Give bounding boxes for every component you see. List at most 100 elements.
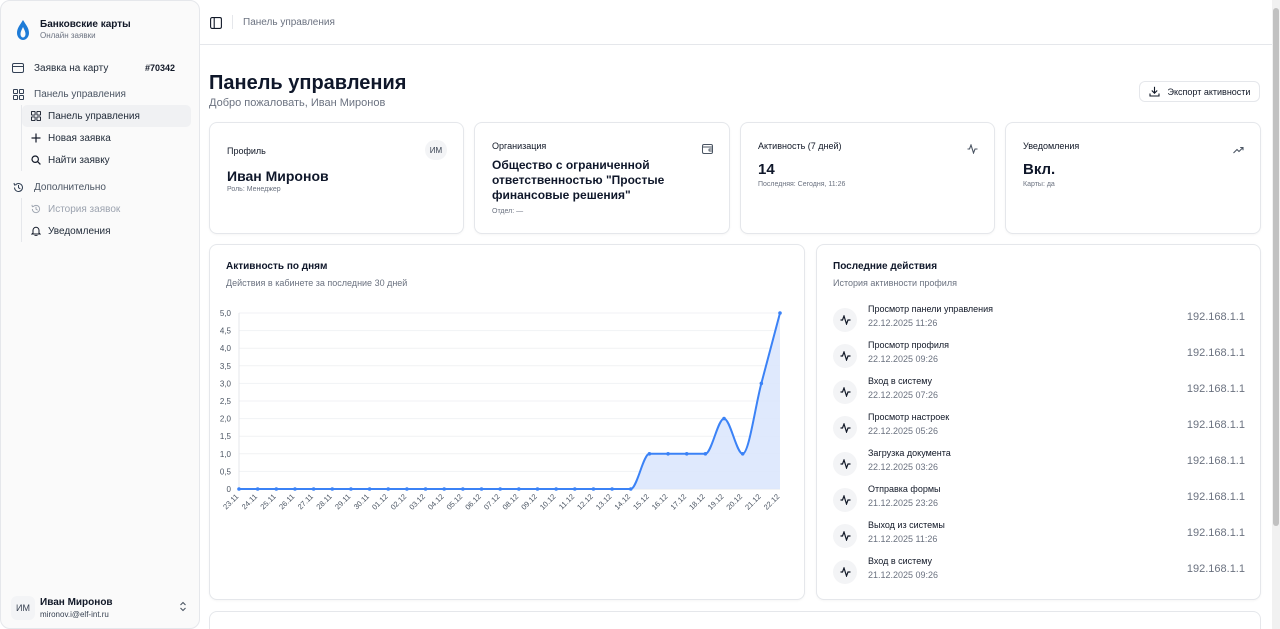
list-item[interactable]: Отправка формы 21.12.2025 23:26 192.168.1.… [833,481,1245,517]
action-time: 22.12.2025 11:26 [868,318,938,328]
recent-actions-panel: Последние действия История активности пр… [816,244,1261,600]
scrollbar-thumb[interactable] [1273,8,1279,526]
panel-subtitle: История активности профиля [833,278,957,288]
list-item[interactable]: Просмотр панели управления 22.12.2025 11:… [833,301,1245,337]
x-tick-label: 15.12 [631,492,651,512]
x-tick-label: 07.12 [482,492,502,512]
x-tick-label: 20.12 [724,492,744,512]
list-item[interactable]: Просмотр настроек 22.12.2025 05:26 192.168… [833,409,1245,445]
page-subtitle: Добро пожаловать, Иван Миронов [209,97,386,109]
activity-icon [833,488,857,512]
list-item[interactable]: Выход из системы 21.12.2025 11:26 192.168.… [833,517,1245,553]
export-label: Экспорт активности [1167,86,1251,97]
scrollbar[interactable] [1272,0,1280,629]
action-name: Отправка формы [868,484,941,494]
data-point [367,487,372,491]
activity-value: 14 [758,161,775,178]
x-tick-label: 04.12 [426,492,446,512]
profile-role: Роль: Менеджер [227,186,281,193]
data-point [479,487,484,491]
list-item[interactable]: Вход в систему 22.12.2025 07:26 192.168.1.… [833,373,1245,409]
sidebar-toggle-icon[interactable] [210,16,222,29]
flame-logo-icon [17,20,29,40]
organization-name: Общество с ограниченной ответственностью… [492,158,664,203]
data-point [759,381,764,386]
history-icon [12,181,24,193]
data-point [330,487,335,491]
notifications-value: Вкл. [1023,161,1056,178]
history-icon [30,203,42,215]
data-point [554,487,558,491]
y-tick-label: 2,5 [220,397,232,406]
x-tick-label: 06.12 [463,492,483,512]
action-name: Просмотр настроек [868,412,950,422]
sidebar-item-find-request[interactable]: Найти заявку [22,149,191,171]
organization-name-line: Общество с ограниченной [492,158,650,172]
sidebar-item-card-request[interactable]: Заявка на карту #70342 [1,57,199,79]
sidebar-item-dashboard[interactable]: Панель управления [22,105,191,127]
wallet-icon [702,141,713,159]
user-menu[interactable]: ИМ Иван Миронов mironov.i@elf-int.ru [11,594,187,622]
panel-subtitle: Действия в кабинете за последние 30 дней [226,278,408,288]
activity-area-chart[interactable]: 0 0,5 1,0 1,5 2,0 2,5 3,0 3,5 4,0 4,5 5,0 23.11 24.1… [210,297,804,597]
chevrons-up-down-icon [179,601,187,615]
activity-icon [833,560,857,584]
x-tick-label: 09.12 [519,492,539,512]
search-icon [30,154,42,166]
activity-icon [833,344,857,368]
action-name: Вход в систему [868,376,932,386]
list-item[interactable]: Загрузка документа 22.12.2025 03:26 192.16… [833,445,1245,481]
sidebar-group-label: Панель управления [34,88,126,100]
x-tick-label: 02.12 [389,492,409,512]
activity-icon [833,308,857,332]
brand[interactable]: Банковские карты Онлайн заявки [1,1,199,45]
user-name: Иван Миронов [40,596,113,608]
bottom-card [209,611,1261,629]
data-point [722,416,726,421]
panel-title: Последние действия [833,261,938,272]
breadcrumb[interactable]: Панель управления [243,16,335,28]
x-tick-label: 13.12 [594,492,614,512]
card-label: Активность (7 дней) [758,141,842,151]
action-time: 21.12.2025 23:26 [868,498,939,508]
x-tick-label: 12.12 [575,492,595,512]
notifications-cards: Карты: да [1023,181,1055,188]
sidebar-item-label: История заявок [48,203,121,215]
x-tick-label: 05.12 [445,492,465,512]
action-time: 22.12.2025 03:26 [868,462,939,472]
profile-name: Иван Миронов [227,168,329,184]
sidebar-item-new-request[interactable]: Новая заявка [22,127,191,149]
action-name: Просмотр профиля [868,340,950,350]
sidebar-group-dashboard[interactable]: Панель управления [1,83,199,105]
sidebar-item-history[interactable]: История заявок [22,198,191,220]
bell-icon [30,225,42,237]
data-point [498,487,502,491]
grid-icon [30,110,42,122]
sidebar-item-label: Найти заявку [48,154,110,166]
activity-icon [833,452,857,476]
y-tick-label: 5,0 [220,309,232,318]
x-tick-label: 28.11 [314,492,333,511]
data-point [647,452,652,456]
activity-icon [833,416,857,440]
notifications-card: Уведомления Вкл. Карты: да [1005,122,1261,234]
activity-card: Активность (7 дней) 14 Последняя: Сегодн… [740,122,995,234]
list-item[interactable]: Вход в систему 21.12.2025 09:26 192.168.1.… [833,553,1245,589]
sidebar-group-extra[interactable]: Дополнительно [1,176,199,198]
sidebar-item-notifications[interactable]: Уведомления [22,220,191,242]
action-ip: 192.168.1.1 [1186,419,1245,431]
export-activity-button[interactable]: Экспорт активности [1139,81,1260,102]
y-tick-label: 4,5 [220,327,232,336]
x-tick-label: 30.11 [352,492,371,511]
divider [232,15,233,29]
activity-icon [833,380,857,404]
x-tick-label: 16.12 [650,492,670,512]
action-time: 21.12.2025 11:26 [868,534,938,544]
x-tick-label: 08.12 [501,492,521,512]
sidebar-item-label: Панель управления [48,110,140,122]
data-point [535,487,540,491]
action-ip: 192.168.1.1 [1186,383,1245,395]
sidebar-submenu-dashboard: Панель управления Новая заявка Найти зая… [21,105,199,171]
x-tick-label: 10.12 [538,492,558,512]
list-item[interactable]: Просмотр профиля 22.12.2025 09:26 192.168.… [833,337,1245,373]
